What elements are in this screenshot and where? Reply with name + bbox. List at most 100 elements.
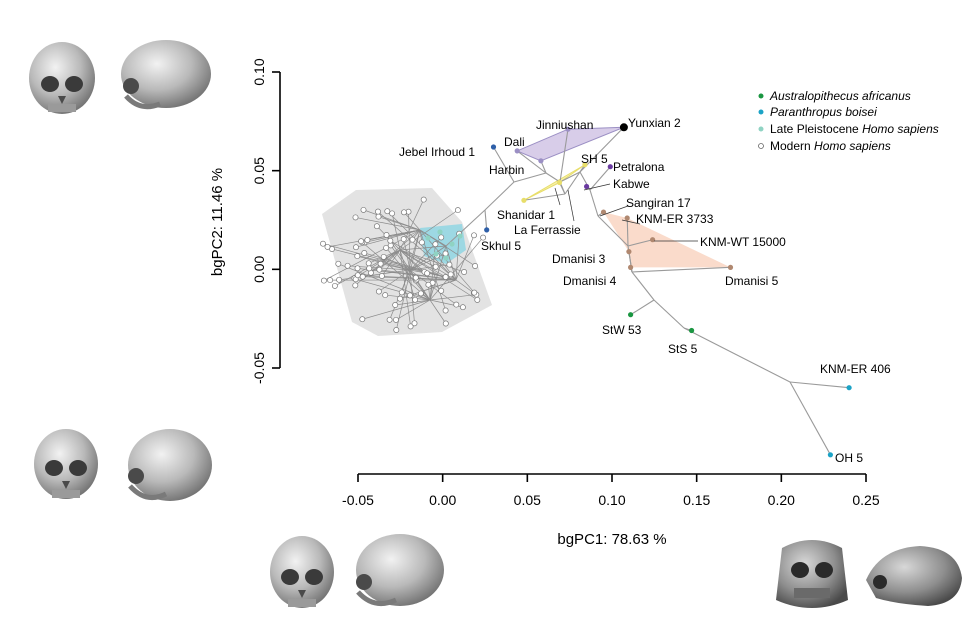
label-harbin: Harbin bbox=[489, 163, 524, 177]
modern-homo-sapiens-point bbox=[373, 223, 380, 230]
tree-branch bbox=[523, 193, 566, 201]
tree-branch bbox=[331, 248, 457, 281]
modern-homo-sapiens-point bbox=[461, 269, 468, 275]
point-la-ferrassie bbox=[556, 179, 563, 186]
modern-homo-sapiens-point bbox=[471, 289, 478, 296]
legend: Australopithecus africanus Paranthropus … bbox=[758, 89, 939, 153]
x-axis: -0.05 0.00 0.05 0.10 0.15 0.20 0.25 bbox=[342, 473, 880, 508]
modern-homo-sapiens-point bbox=[474, 296, 481, 303]
late-pleistocene-point bbox=[433, 251, 439, 257]
legend-marker-australopithecus bbox=[758, 93, 764, 99]
legend-label-paranthropus: Paranthropus boisei bbox=[770, 105, 877, 119]
legend-item-paranthropus: Paranthropus boisei bbox=[758, 105, 877, 119]
modern-homo-sapiens-point bbox=[383, 232, 390, 238]
point-yunxian-2 bbox=[619, 123, 628, 132]
modern-homo-sapiens-point bbox=[320, 277, 327, 284]
tree-branch bbox=[357, 267, 457, 281]
legend-marker-late-pleistocene bbox=[758, 126, 764, 132]
tree-branch bbox=[445, 209, 486, 247]
skull-lateral-4 bbox=[866, 546, 962, 606]
tree-branch bbox=[401, 229, 421, 293]
x-tick-label: 0.00 bbox=[429, 492, 456, 508]
modern-homo-sapiens-point bbox=[393, 316, 399, 323]
modern-homo-sapiens-point bbox=[361, 250, 368, 256]
tree-branch bbox=[455, 279, 475, 294]
legend-label-australopithecus: Australopithecus africanus bbox=[769, 89, 911, 103]
modern-homo-sapiens-point bbox=[472, 263, 479, 269]
tree-branch bbox=[559, 129, 569, 183]
y-tick-label: 0.05 bbox=[251, 157, 267, 184]
y-tick-label: 0.10 bbox=[251, 58, 267, 85]
modern-homo-sapiens-point bbox=[352, 214, 359, 221]
modern-homo-sapiens-point bbox=[358, 238, 365, 245]
modern-homo-sapiens-point bbox=[459, 304, 466, 311]
modern-homo-sapiens-point bbox=[383, 244, 390, 251]
tree-branch bbox=[385, 294, 431, 301]
modern-homo-sapiens-point bbox=[352, 282, 359, 289]
modern-homo-sapiens-point bbox=[398, 289, 405, 296]
label-knm-er-3733: KNM-ER 3733 bbox=[636, 212, 714, 226]
x-tick-label: 0.20 bbox=[768, 492, 795, 508]
tree-branch bbox=[338, 263, 431, 301]
legend-marker-modern bbox=[758, 143, 764, 149]
tree-branch bbox=[564, 164, 586, 195]
skull-image-top-left bbox=[29, 40, 211, 114]
modern-homo-sapiens-point bbox=[354, 265, 361, 272]
tree-branch bbox=[395, 299, 431, 321]
modern-homo-sapiens-point bbox=[401, 209, 407, 216]
modern-homo-sapiens-point bbox=[432, 241, 439, 248]
tree-branch bbox=[408, 211, 411, 271]
legend-item-late-pleistocene: Late Pleistocene Homo sapiens bbox=[758, 122, 939, 136]
point-sh-5 bbox=[582, 162, 588, 168]
modern-homo-sapiens-hull bbox=[322, 188, 492, 336]
skull-frontal-2 bbox=[34, 429, 98, 499]
skull-frontal-3 bbox=[270, 536, 334, 608]
tree-branch bbox=[630, 299, 655, 316]
modern-homo-sapiens-point bbox=[377, 260, 384, 267]
tree-branch bbox=[597, 215, 629, 247]
modern-homo-sapiens-point bbox=[420, 196, 427, 203]
homo-erectus-hull bbox=[603, 212, 731, 268]
tree-branch bbox=[339, 269, 411, 281]
tree-branch bbox=[399, 249, 465, 273]
skull-lateral-1 bbox=[121, 40, 211, 110]
skull-image-bottom-left bbox=[34, 429, 212, 501]
modern-homo-sapiens-point bbox=[411, 320, 418, 327]
label-sh-5: SH 5 bbox=[581, 152, 608, 166]
modern-homo-sapiens-point bbox=[400, 236, 407, 243]
modern-homo-sapiens-point bbox=[359, 316, 366, 323]
leader-knm-er-3733 bbox=[621, 219, 641, 225]
x-tick-label: -0.05 bbox=[342, 492, 374, 508]
tree-branch bbox=[395, 299, 431, 306]
modern-homo-sapiens-point bbox=[442, 320, 449, 327]
modern-homo-sapiens-point bbox=[375, 288, 382, 295]
tree-branch bbox=[391, 213, 401, 251]
modern-homo-sapiens-point bbox=[438, 234, 445, 241]
tree-branch bbox=[363, 209, 421, 231]
modern-homo-sapiens-point bbox=[407, 292, 413, 299]
tree-branch bbox=[455, 233, 460, 281]
tree-branch bbox=[355, 217, 421, 231]
label-yunxian-2: Yunxian 2 bbox=[628, 116, 681, 130]
tree-branch bbox=[376, 225, 401, 251]
modern-homo-sapiens-point bbox=[336, 276, 343, 283]
modern-homo-sapiens-point bbox=[453, 301, 460, 308]
y-axis: -0.05 0.00 0.05 0.10 bbox=[251, 58, 281, 384]
label-la-ferrassie: La Ferrassie bbox=[514, 223, 581, 237]
modern-homo-sapiens-point bbox=[386, 316, 393, 323]
tree-branch bbox=[789, 381, 831, 456]
tree-branch bbox=[399, 249, 411, 327]
point-stw-53 bbox=[628, 312, 634, 318]
tree-branch bbox=[399, 245, 447, 251]
tree-branch bbox=[399, 249, 446, 278]
tree-branch bbox=[362, 242, 431, 301]
modern-homo-sapiens-point bbox=[397, 295, 403, 302]
legend-label-late-pleistocene: Late Pleistocene Homo sapiens bbox=[770, 122, 939, 136]
late-pleistocene-point bbox=[437, 229, 443, 235]
modern-homo-sapiens-point bbox=[417, 290, 424, 297]
legend-item-modern: Modern Homo sapiens bbox=[758, 139, 891, 153]
tree-branch bbox=[429, 299, 447, 324]
label-dali: Dali bbox=[504, 135, 525, 149]
